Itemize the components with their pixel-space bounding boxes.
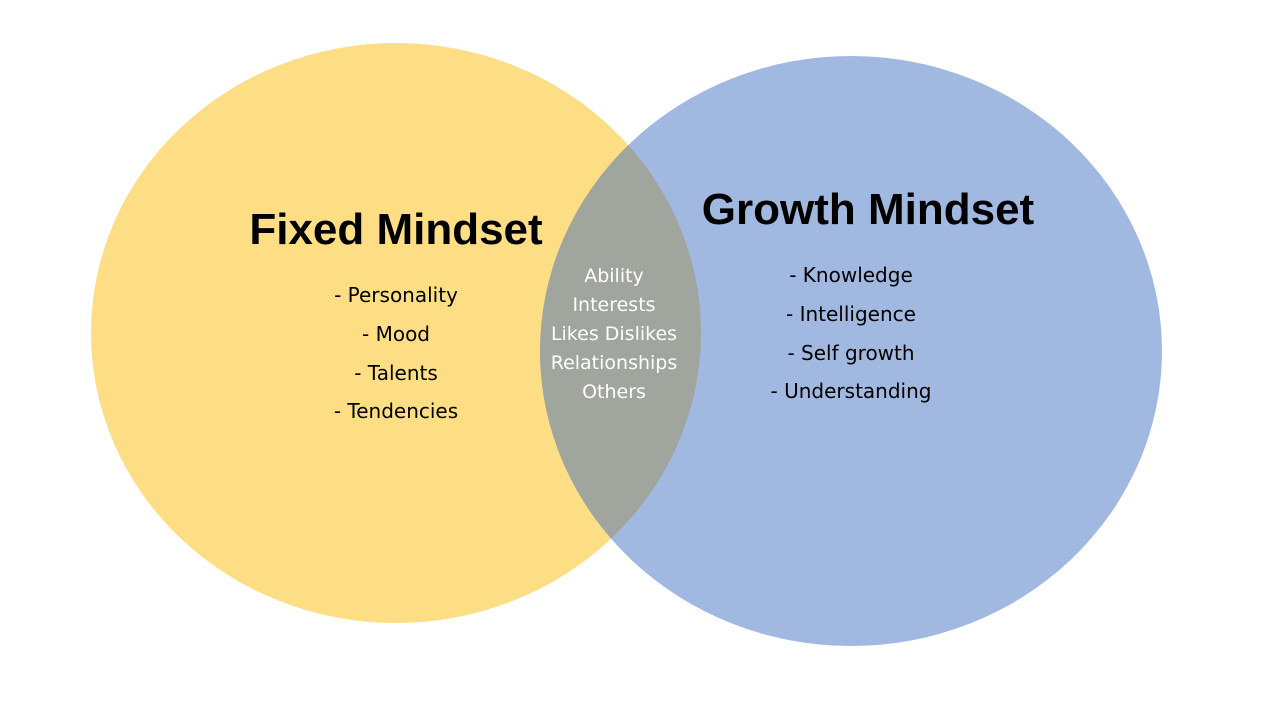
growth-item: - Knowledge [789, 263, 913, 287]
growth-mindset-circle [540, 56, 1162, 646]
fixed-item: - Talents [354, 361, 438, 385]
overlap-item: Likes Dislikes [551, 323, 677, 345]
fixed-item: - Tendencies [334, 399, 458, 423]
fixed-mindset-title: Fixed Mindset [249, 205, 543, 254]
growth-item: - Understanding [771, 379, 932, 403]
overlap-item: Relationships [551, 352, 678, 374]
fixed-item: - Mood [362, 322, 430, 346]
growth-mindset-title: Growth Mindset [702, 185, 1035, 234]
overlap-item: Ability [584, 265, 644, 287]
fixed-mindset-circle [91, 43, 701, 623]
growth-item: - Intelligence [786, 302, 916, 326]
growth-item: - Self growth [787, 341, 914, 365]
fixed-item: - Personality [334, 283, 458, 307]
overlap-item: Interests [572, 294, 655, 316]
overlap-item: Others [582, 381, 646, 403]
